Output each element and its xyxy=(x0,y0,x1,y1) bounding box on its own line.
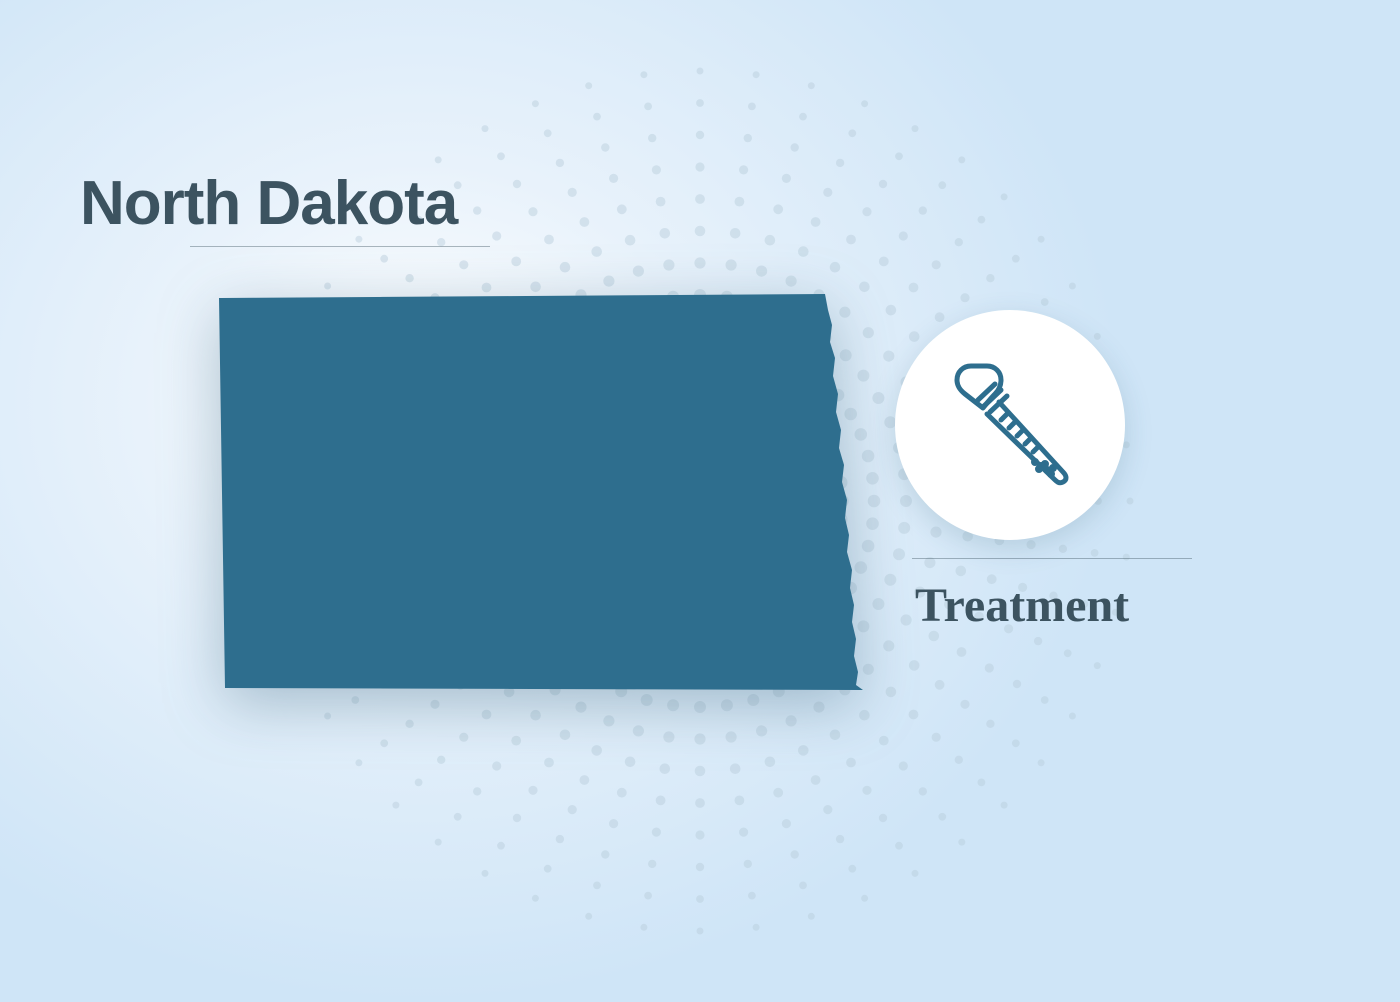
dropper-icon xyxy=(935,350,1085,500)
title-underline xyxy=(190,246,490,247)
page-title: North Dakota xyxy=(80,168,457,239)
treatment-label: Treatment xyxy=(915,578,1129,633)
treatment-icon-circle xyxy=(895,310,1125,540)
label-underline xyxy=(912,558,1192,559)
state-silhouette-north-dakota xyxy=(215,290,875,695)
